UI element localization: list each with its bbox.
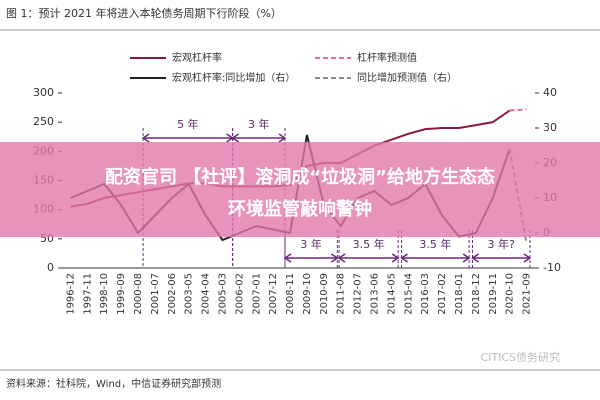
x-tick-label: 2001-07: [150, 273, 161, 315]
x-tick-label: 1999-09: [116, 273, 127, 315]
x-tick-label: 2004-04: [201, 273, 212, 315]
x-tick-label: 2014-05: [386, 273, 397, 315]
x-tick-label: 2010-09: [319, 273, 330, 315]
x-tick-label: 2007-12: [268, 273, 279, 315]
annotation: 5 年: [177, 117, 199, 131]
x-tick-label: 2015-04: [403, 273, 414, 315]
y-tick-label: 300: [33, 86, 54, 99]
y-tick-label: 250: [33, 115, 54, 128]
source: 资料来源：社科院，Wind，中信证券研究部预测: [6, 377, 221, 390]
chart-title: 图 1：预计 2021 年将进入本轮债务周期下行阶段（%）: [6, 6, 282, 20]
x-tick-label: 2016-03: [420, 273, 431, 315]
legend-label: 杠杆率预测值: [357, 51, 417, 64]
x-tick-label: 2019-11: [488, 273, 499, 315]
overlay-text: 环境监管敲响警钟: [228, 198, 372, 220]
x-tick-label: 2017-02: [437, 273, 448, 315]
x-tick-label: 1998-10: [99, 273, 110, 315]
x-tick-label: 2007-01: [251, 273, 262, 315]
x-tick-label: 2002-06: [167, 273, 178, 315]
overlay-banner: [0, 142, 600, 237]
x-tick-label: 2020-10: [505, 273, 516, 315]
legend-label: 宏观杠杆率:同比增加（右）: [172, 71, 295, 84]
x-tick-label: 2006-02: [234, 273, 245, 315]
legend-label: 同比增加预测值（右）: [357, 71, 457, 84]
watermark: CITICS债务研究: [480, 350, 560, 364]
overlay-text: 配资官司 【社评】溶洞成“垃圾洞”给地方生态态: [105, 166, 495, 188]
x-tick-label: 2000-08: [133, 273, 144, 315]
legend-label: 宏观杠杆率: [172, 51, 222, 64]
x-tick-label: 2008-11: [285, 273, 296, 315]
x-tick-label: 2012-07: [353, 273, 364, 315]
y2-tick-label: 30: [543, 121, 557, 134]
x-tick-label: 2011-08: [336, 273, 347, 315]
annotation: 3.5 年: [419, 237, 451, 251]
annotation: 3 年: [300, 237, 322, 251]
annotation: 3 年?: [488, 237, 515, 251]
x-tick-label: 2003-05: [184, 273, 195, 315]
annotation: 3.5 年: [353, 237, 385, 251]
x-tick-label: 2021-09: [522, 273, 533, 315]
x-tick-label: 1996-12: [65, 273, 76, 315]
x-tick-label: 2018-12: [471, 273, 482, 315]
x-tick-label: 1997-11: [82, 273, 93, 315]
x-tick-label: 2013-06: [370, 273, 381, 315]
annotation: 3 年: [248, 117, 270, 131]
y-tick-label: 0: [47, 261, 54, 274]
x-tick-label: 2018-01: [454, 273, 465, 315]
series-line: [509, 108, 527, 112]
x-tick-label: 2009-10: [302, 273, 313, 315]
y2-tick-label: -10: [543, 261, 561, 274]
x-tick-label: 2005-03: [217, 273, 228, 315]
y2-tick-label: 40: [543, 86, 557, 99]
